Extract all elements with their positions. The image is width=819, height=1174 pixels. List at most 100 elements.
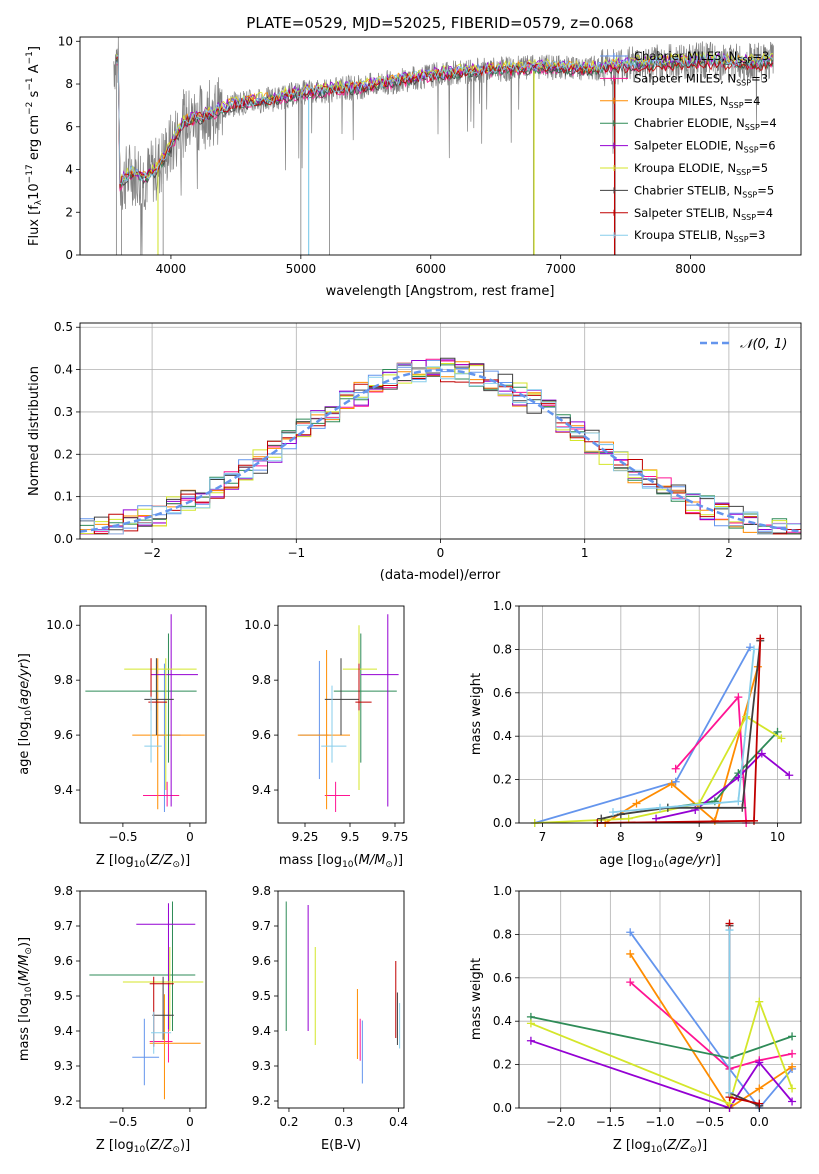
weight-point [526,1019,535,1028]
weight-point [671,764,680,773]
weight-point [750,645,758,654]
y-tick-label: 9.5 [252,989,271,1003]
x-tick-label: 4000 [156,262,187,276]
x-tick-label: 9.75 [382,830,409,844]
model-spectrum [116,54,774,188]
weight-vs-metallicity-panel: −2.0 −1.5 −1.0 −0.5 0.0 0.0 0.2 0.4 0.6 0.8 1.0 Z … [469,884,802,1155]
legend-count: =4 [744,94,761,108]
x-tick-label: 0 [186,830,194,844]
legend-count: =3 [752,49,769,63]
residual-histogram [80,357,801,535]
weight-point [785,771,794,780]
weight-series [530,1039,793,1110]
age-vs-mass-panel: 9.25 9.5 9.75 9.4 9.6 9.8 10.0 mass [log10(M/M… [244,605,409,870]
x-tick-label: 6000 [415,262,446,276]
x-tick-label: −1.5 [596,1115,625,1129]
x-tick-label: −2 [143,546,161,560]
weight-point [725,1088,734,1097]
weight-point [626,949,635,958]
y-tick-label: 9.6 [252,954,271,968]
y-tick-label: 8 [65,77,73,91]
weight-point [656,803,664,812]
weight-point [755,997,764,1006]
weight-series [597,638,762,824]
x-tick-label: −2.0 [546,1115,575,1129]
x-tick-label: −0.5 [695,1115,724,1129]
weight-point [777,734,786,743]
y-tick-label: 1.0 [493,599,512,613]
y-tick-label: 9.8 [54,673,73,687]
legend-label: Chabrier STELIB, NSSP=5 [634,183,774,199]
legend-sub: SSP [744,146,759,155]
weight-point [788,1062,797,1071]
y-tick-label: 0.2 [493,773,512,787]
x-tick-label: 9 [695,830,703,844]
legend-label: Chabrier MILES, NSSP=3 [634,49,769,65]
y-tick-label: 0.8 [493,642,512,656]
age-vs-Z-ylabel: age [log10(age/yr)] [17,653,34,775]
y-tick-label: 0.0 [493,816,512,830]
residuals-legend: 𝒩(0, 1) [700,337,787,352]
y-tick-label: 9.4 [252,783,271,797]
x-tick-label: 8000 [675,262,706,276]
weight-point [788,1049,797,1058]
weight-point [667,779,676,788]
legend-label: Kroupa STELIB, NSSP=3 [634,228,765,244]
y-tick-label: 0.2 [54,447,73,461]
residuals-ylabel: Normed distribution [27,366,42,496]
y-tick-label: 0.0 [493,1101,512,1115]
weight-series [612,649,755,813]
x-tick-label: −1.0 [645,1115,674,1129]
weight-point [597,814,606,823]
weight-point [624,814,633,823]
weight-series [629,931,793,1110]
y-tick-label: 0.6 [493,686,512,700]
weight-point [526,1036,535,1045]
y-tick-label: 9.3 [54,1059,73,1073]
y-tick-label: 9.8 [252,673,271,687]
legend-label: Salpeter MILES, NSSP=3 [634,71,768,87]
y-tick-label: 9.2 [54,1094,73,1108]
y-tick-label: 9.4 [54,1024,73,1038]
y-tick-label: 9.7 [252,919,271,933]
age-vs-metallicity-panel: −0.5 0 9.4 9.6 9.8 10.0 Z [log10(Z/Z⊙)] age [… [17,605,207,870]
legend-label: Kroupa ELODIE, NSSP=5 [634,161,768,177]
legend-label: Salpeter ELODIE, NSSP=6 [634,139,776,155]
weight-point [609,808,617,817]
weight-point [755,1084,764,1093]
weight-vs-age-panel: 7 8 9 10 0.0 0.2 0.4 0.6 0.8 1.0 age [log10(age/y… [469,599,802,870]
mass-vs-metallicity-panel: −0.5 0 9.2 9.3 9.4 9.5 9.6 9.7 9.8 Z [log10(Z/Z⊙… [17,884,207,1155]
legend-label: Salpeter STELIB, NSSP=4 [634,206,773,222]
residual-histogram [80,359,801,535]
weight-series [629,981,793,1070]
weight-series [667,731,779,809]
legend-count: =3 [749,228,766,242]
legend-count: =5 [757,183,774,197]
y-tick-label: 0.4 [493,1014,512,1028]
weight-point [750,816,758,825]
weight-point [734,693,743,702]
legend-count: =6 [759,139,776,153]
x-tick-label: 2 [725,546,733,560]
x-tick-label: 0.3 [334,1115,353,1129]
legend-sub: SSP [737,56,752,65]
y-tick-label: 0.6 [493,971,512,985]
x-tick-label: 9.25 [292,830,319,844]
y-tick-label: 4 [65,163,73,177]
x-tick-label: 7000 [545,262,576,276]
x-tick-label: 7 [539,830,547,844]
weight-point [738,803,747,812]
y-tick-label: 10 [58,34,73,48]
weight-point [725,926,734,935]
y-tick-label: 6 [65,120,73,134]
age-vs-mass-xlabel: mass [log10(M/M⊙)] [279,853,403,870]
weight-point [757,749,766,758]
residuals-panel: −2 −1 0 1 2 0.0 0.1 0.2 0.3 0.4 0.5 (data-model)/e… [27,320,802,583]
legend-count: =3 [751,71,768,85]
y-tick-label: 9.6 [54,954,73,968]
x-tick-label: −0.5 [108,830,137,844]
legend-sub: SSP [742,190,757,199]
spectrum-legend: Chabrier MILES, NSSP=3 Salpeter MILES, NS… [600,49,777,244]
residual-histogram [80,363,801,535]
